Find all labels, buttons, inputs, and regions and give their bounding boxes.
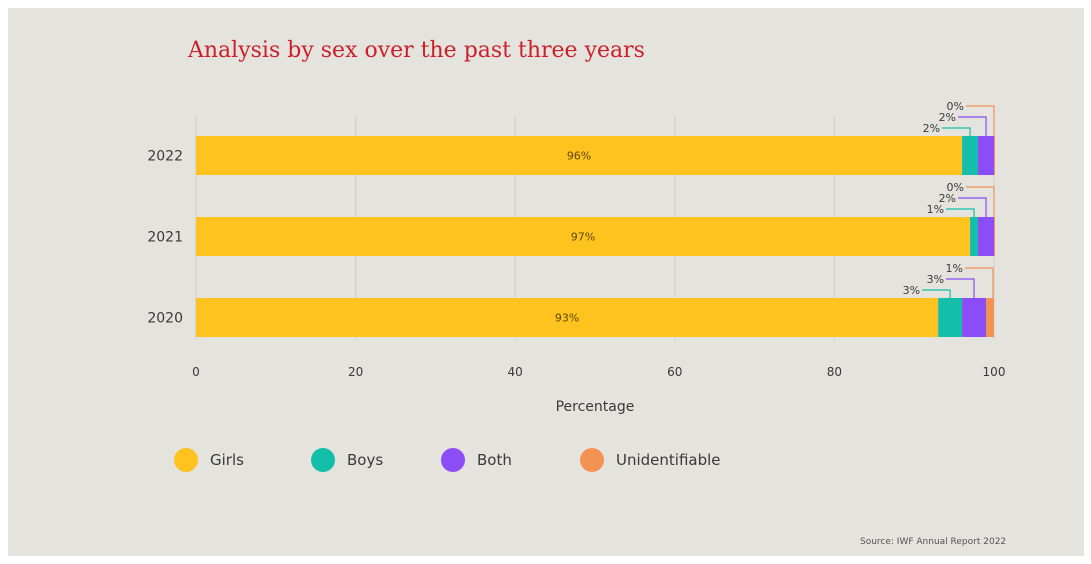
bar-2022-girls [196,136,963,175]
bar-2020-both [962,298,987,337]
bar-2022-both [978,136,994,175]
bar-2021-both [978,217,994,256]
leader-line-2020-unidentifiable [965,267,994,298]
bar-2022-boys [962,136,979,175]
source-note: Source: IWF Annual Report 2022 [860,537,1007,547]
leader-line-2020-boys [922,289,951,298]
bar-2021-boys [970,217,979,256]
bar-2020-unidentifiable [986,298,994,337]
y-tick-label-2020: 2020 [147,311,183,327]
legend-swatch-both [441,448,465,472]
bar-2021-unidentifiable [994,217,995,256]
legend: Girls Boys Both Unidentifiable [174,448,774,472]
legend-swatch-boys [311,448,335,472]
data-label-2021-girls: 97% [571,231,595,244]
leader-line-2021-unidentifiable [966,186,995,217]
x-tick-label-40: 40 [508,365,523,379]
data-label-2022-both: 2% [939,111,956,124]
leader-line-2022-unidentifiable [966,105,995,136]
bar-2020-boys [938,298,963,337]
x-tick-label-100: 100 [983,365,1006,379]
leader-line-2022-boys [942,127,971,136]
legend-label-girls: Girls [210,451,244,469]
data-label-2022-boys: 2% [923,122,940,135]
leader-line-2020-both [946,278,975,298]
y-tick-label-2022: 2022 [147,149,183,165]
legend-label-boys: Boys [347,451,384,469]
data-label-2021-unidentifiable: 0% [947,181,964,194]
data-label-2020-boys: 3% [903,284,920,297]
data-label-2020-both: 3% [927,273,944,286]
x-axis-label: Percentage [556,399,635,415]
legend-label-unidentifiable: Unidentifiable [616,451,721,469]
x-tick-label-0: 0 [192,365,200,379]
legend-swatch-girls [174,448,198,472]
data-label-2021-boys: 1% [927,203,944,216]
data-label-2021-both: 2% [939,192,956,205]
data-label-2020-unidentifiable: 1% [946,262,963,275]
legend-swatch-unidentifiable [580,448,604,472]
bar-2020-girls [196,298,939,337]
leader-line-2021-both [958,197,987,217]
bar-2022-unidentifiable [994,136,995,175]
legend-label-both: Both [477,451,512,469]
y-tick-label-2021: 2021 [147,230,183,246]
data-label-2020-girls: 93% [555,312,579,325]
chart-title: Analysis by sex over the past three year… [188,38,645,63]
leader-line-2021-boys [946,208,975,217]
data-label-2022-girls: 96% [567,150,591,163]
x-tick-label-60: 60 [667,365,682,379]
x-tick-label-80: 80 [827,365,842,379]
data-label-2022-unidentifiable: 0% [947,100,964,113]
bar-2021-girls [196,217,971,256]
leader-line-2022-both [958,116,987,136]
x-tick-label-20: 20 [348,365,363,379]
